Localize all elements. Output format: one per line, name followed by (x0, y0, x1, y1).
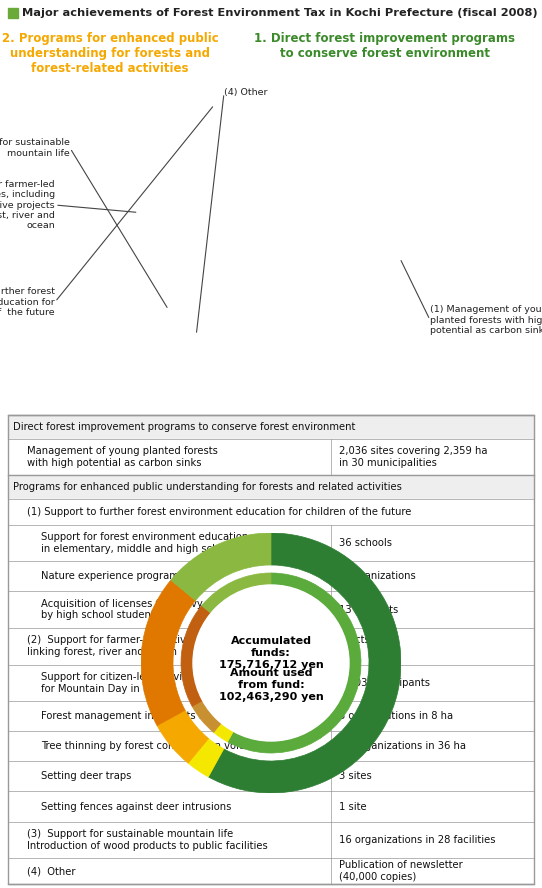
Text: Setting deer traps: Setting deer traps (41, 772, 131, 781)
Text: (4) Other: (4) Other (224, 89, 268, 98)
Text: Major achievements of Forest Environment Tax in Kochi Prefecture (fiscal 2008): Major achievements of Forest Environment… (22, 8, 538, 18)
Text: Setting fences against deer intrusions: Setting fences against deer intrusions (41, 802, 231, 812)
Text: 1,703 participants: 1,703 participants (339, 678, 430, 688)
Wedge shape (171, 533, 271, 600)
Text: (2)  Support for farmer-led activities, including collaborative projects
linking: (2) Support for farmer-led activities, i… (27, 636, 370, 657)
Wedge shape (181, 606, 211, 706)
Text: 1. Direct forest improvement programs
to conserve forest environment: 1. Direct forest improvement programs to… (255, 32, 515, 60)
Bar (8, 761, 534, 791)
Text: (1) Support to further forest
environment education for
children of  the future: (1) Support to further forest environmen… (0, 287, 55, 317)
Text: Accumulated
funds:
175,716,712 yen: Accumulated funds: 175,716,712 yen (218, 637, 324, 670)
Text: 3 organizations in 8 ha: 3 organizations in 8 ha (339, 711, 454, 721)
Text: 36 schools: 36 schools (339, 538, 392, 548)
Text: Forest management in “forests in symbiosis”: Forest management in “forests in symbios… (41, 711, 266, 721)
Text: (1) Management of young
planted forests with high
potential as carbon sinks: (1) Management of young planted forests … (430, 305, 542, 335)
Wedge shape (202, 573, 271, 614)
Text: (2) Support for farmer-led
activities, including
collaborative projects
linking : (2) Support for farmer-led activities, i… (0, 179, 55, 230)
Text: 1 site: 1 site (339, 802, 367, 812)
Bar (8, 475, 534, 499)
Text: (3) Support for sustainable
mountain life: (3) Support for sustainable mountain lif… (0, 139, 70, 158)
Text: 2. Programs for enhanced public
understanding for forests and
forest-related act: 2. Programs for enhanced public understa… (2, 32, 218, 75)
Wedge shape (214, 723, 234, 741)
Bar (8, 8, 18, 18)
Text: (1) Support to further forest environment education for children of the future: (1) Support to further forest environmen… (27, 507, 411, 517)
Text: Publication of newsletter
(40,000 copies): Publication of newsletter (40,000 copies… (339, 860, 463, 882)
Bar (8, 499, 534, 525)
Text: 3 sites: 3 sites (339, 772, 372, 781)
Bar (8, 415, 534, 439)
Text: Amount used
from fund:
102,463,290 yen: Amount used from fund: 102,463,290 yen (218, 669, 324, 702)
Text: 17 organizations in 36 ha: 17 organizations in 36 ha (339, 741, 467, 751)
Text: Nature experience programs: Nature experience programs (41, 571, 184, 582)
Text: Support for forest environment education
in elementary, middle and high schools: Support for forest environment education… (41, 532, 248, 554)
Wedge shape (228, 573, 361, 753)
Text: (3)  Support for sustainable mountain life
Introduction of wood products to publ: (3) Support for sustainable mountain lif… (27, 829, 268, 851)
Text: (4)  Other: (4) Other (27, 866, 75, 876)
Wedge shape (208, 533, 401, 793)
Bar (8, 821, 534, 858)
Text: Direct forest improvement programs to conserve forest environment: Direct forest improvement programs to co… (13, 422, 356, 432)
Bar (8, 439, 534, 475)
Bar (8, 664, 534, 702)
Text: Tree thinning by forest conservation volunteers: Tree thinning by forest conservation vol… (41, 741, 277, 751)
Text: 4 organizations: 4 organizations (339, 571, 416, 582)
Wedge shape (157, 710, 209, 763)
Bar (8, 591, 534, 628)
Text: 13 students: 13 students (339, 605, 399, 614)
Bar (8, 628, 534, 664)
Text: Acquisition of licenses for heavy equipment
by high school students: Acquisition of licenses for heavy equipm… (41, 599, 260, 621)
Text: 16 organizations in 28 facilities: 16 organizations in 28 facilities (339, 835, 496, 844)
Bar (8, 415, 534, 884)
Wedge shape (192, 701, 221, 733)
Bar (8, 858, 534, 884)
Wedge shape (188, 739, 224, 777)
Bar (8, 561, 534, 591)
Wedge shape (141, 580, 196, 725)
Text: Programs for enhanced public understanding for forests and related activities: Programs for enhanced public understandi… (13, 482, 402, 492)
Text: Management of young planted forests
with high potential as carbon sinks: Management of young planted forests with… (27, 446, 218, 468)
Bar (8, 702, 534, 731)
Bar (8, 791, 534, 821)
Circle shape (193, 585, 349, 741)
Bar (8, 525, 534, 561)
Text: 2,036 sites covering 2,359 ha
in 30 municipalities: 2,036 sites covering 2,359 ha in 30 muni… (339, 446, 488, 468)
Text: Support for citizen-led activities
for Mountain Day in Kochi: Support for citizen-led activities for M… (41, 672, 200, 694)
Bar (8, 731, 534, 761)
